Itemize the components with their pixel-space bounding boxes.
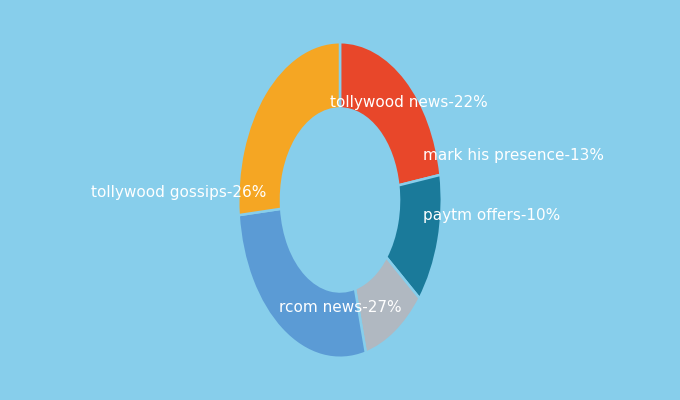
Text: mark his presence-13%: mark his presence-13% — [424, 148, 605, 163]
Wedge shape — [239, 209, 366, 358]
Wedge shape — [386, 175, 442, 298]
Wedge shape — [340, 42, 441, 185]
Wedge shape — [355, 257, 420, 353]
Text: rcom news-27%: rcom news-27% — [279, 300, 401, 315]
Text: tollywood news-22%: tollywood news-22% — [330, 95, 488, 110]
Text: tollywood gossips-26%: tollywood gossips-26% — [91, 185, 267, 200]
Wedge shape — [238, 42, 340, 215]
Text: paytm offers-10%: paytm offers-10% — [424, 208, 561, 223]
